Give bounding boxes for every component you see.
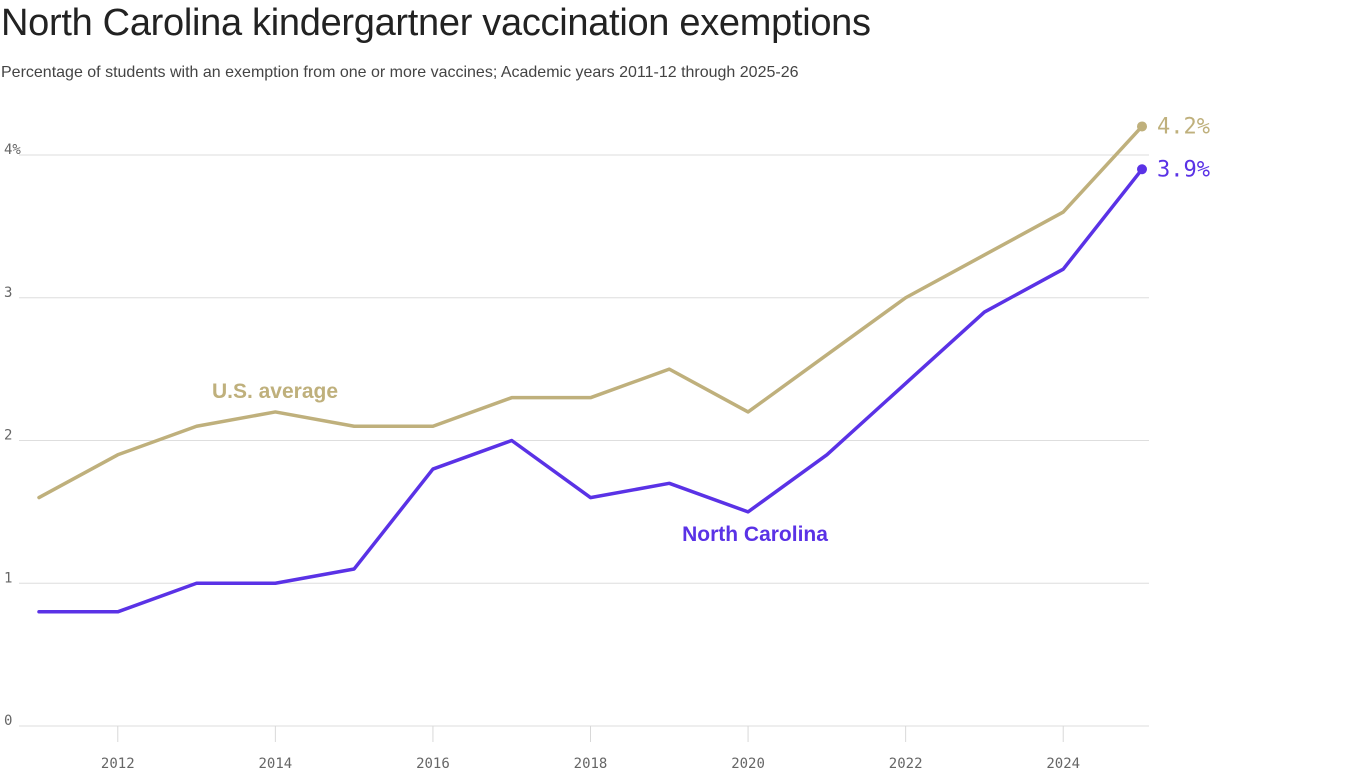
series-lines: 4.2% U.S. average 3.9% North Carolina (37, 114, 1210, 614)
x-tick-label: 2020 (731, 756, 765, 768)
end-value-label: 4.2% (1157, 114, 1210, 139)
x-tick-label: 2024 (1046, 756, 1080, 768)
x-tick-label: 2012 (101, 756, 135, 768)
y-tick-label: 3 (4, 285, 12, 301)
y-tick-label: 2 (4, 428, 12, 444)
chart-title: North Carolina kindergartner vaccination… (1, 2, 871, 44)
end-point (1137, 121, 1147, 132)
end-point (1137, 164, 1147, 175)
y-tick-label: 0 (4, 713, 12, 729)
series-line (37, 167, 1144, 614)
x-tick-label: 2016 (416, 756, 450, 768)
series-name-label: North Carolina (682, 523, 828, 546)
x-tick-label: 2018 (574, 756, 608, 768)
x-axis-ticks: 2012 2014 2016 2018 2020 2022 2024 (101, 726, 1080, 768)
series-name-label: U.S. average (212, 380, 338, 403)
series-line (37, 124, 1144, 500)
x-tick-label: 2014 (258, 756, 292, 768)
y-axis-ticks: 0 1 2 3 4% (4, 142, 21, 729)
chart-subtitle: Percentage of students with an exemption… (1, 64, 799, 81)
gridlines (19, 154, 1149, 727)
end-value-label: 3.9% (1157, 157, 1210, 182)
y-tick-label: 4% (4, 142, 21, 158)
x-tick-label: 2022 (889, 756, 923, 768)
y-tick-label: 1 (4, 570, 12, 586)
